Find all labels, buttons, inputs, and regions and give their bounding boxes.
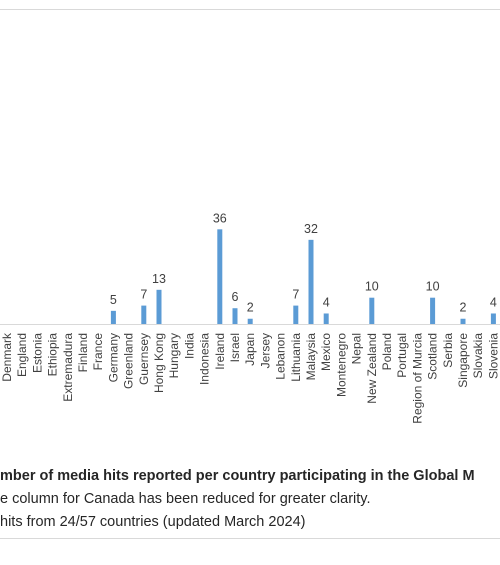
- data-label: 10: [426, 280, 440, 294]
- x-tick-label: Hong Kong: [152, 333, 166, 393]
- bar-slovenia: [490, 313, 496, 324]
- x-tick-label: Malaysia: [304, 333, 318, 381]
- data-label: 32: [304, 222, 318, 236]
- data-label: 7: [292, 288, 299, 302]
- x-tick-label: Jersey: [258, 333, 272, 368]
- x-tick-label: Greenland: [122, 333, 136, 389]
- x-tick-label: Lithuania: [289, 333, 303, 382]
- bar-singapore: [460, 318, 466, 324]
- x-tick-label: Poland: [380, 333, 394, 370]
- data-label: 7: [140, 288, 147, 302]
- bar-malaysia: [308, 239, 314, 324]
- x-tick-label: Hungary: [167, 333, 181, 378]
- x-tick-label: Montenegro: [334, 333, 348, 397]
- x-tick-label: France: [91, 333, 105, 371]
- chart-top-border: [0, 9, 500, 10]
- x-tick-label: Nepal: [350, 333, 364, 364]
- x-tick-label: Singapore: [456, 333, 470, 388]
- x-tick-label: Portugal: [395, 333, 409, 378]
- bar-ireland: [217, 229, 223, 324]
- data-label: 4: [323, 295, 330, 309]
- data-label: 5: [110, 293, 117, 307]
- chart-note: e column for Canada has been reduced for…: [0, 491, 371, 507]
- x-tick-label: Estonia: [30, 333, 44, 373]
- bar-lithuania: [293, 305, 299, 324]
- x-tick-label: Mexico: [319, 333, 333, 371]
- x-tick-label: Japan: [243, 333, 257, 366]
- x-tick-label: Slovenia: [486, 333, 500, 379]
- bar-japan: [247, 318, 253, 324]
- data-label: 13: [152, 272, 166, 286]
- data-label: 2: [247, 301, 254, 315]
- data-label: 10: [365, 280, 379, 294]
- data-label: 6: [232, 290, 239, 304]
- x-tick-label: Extremadura: [61, 333, 75, 402]
- x-tick-label: England: [15, 333, 29, 377]
- x-tick-label: Ethiopia: [46, 333, 60, 377]
- x-tick-label: Indonesia: [198, 333, 212, 385]
- x-tick-label: Guernsey: [137, 333, 151, 385]
- x-tick-label: Scotland: [426, 333, 440, 380]
- chart-bottom-border: [0, 538, 500, 539]
- x-tick-label: Serbia: [441, 333, 455, 368]
- x-tick-label: Germany: [106, 333, 120, 382]
- bar-new-zealand: [369, 297, 375, 324]
- data-label: 4: [490, 295, 497, 309]
- bar-germany: [110, 310, 116, 324]
- data-label: 2: [460, 301, 467, 315]
- x-tick-label: Finland: [76, 333, 90, 372]
- bar-hong-kong: [156, 289, 162, 324]
- chart-title: mber of media hits reported per country …: [0, 468, 475, 484]
- bar-chart: Denmark England Estonia Ethiopia Extremadura…: [0, 211, 500, 424]
- x-tick-label: Denmark: [0, 332, 14, 382]
- bar-mexico: [323, 313, 329, 324]
- bar-israel: [232, 308, 238, 324]
- data-label: 36: [213, 211, 227, 225]
- x-tick-label: Region of Murcia: [410, 333, 424, 424]
- x-tick-label: New Zealand: [365, 333, 379, 404]
- x-tick-label: Israel: [228, 333, 242, 362]
- chart-source-note: hits from 24/57 countries (updated March…: [0, 514, 306, 530]
- x-tick-label: Slovakia: [471, 333, 485, 379]
- x-tick-label: Lebanon: [274, 333, 288, 380]
- bar-scotland: [430, 297, 436, 324]
- x-tick-label: Ireland: [213, 333, 227, 370]
- bar-guernsey: [141, 305, 147, 324]
- x-tick-label: India: [182, 333, 196, 359]
